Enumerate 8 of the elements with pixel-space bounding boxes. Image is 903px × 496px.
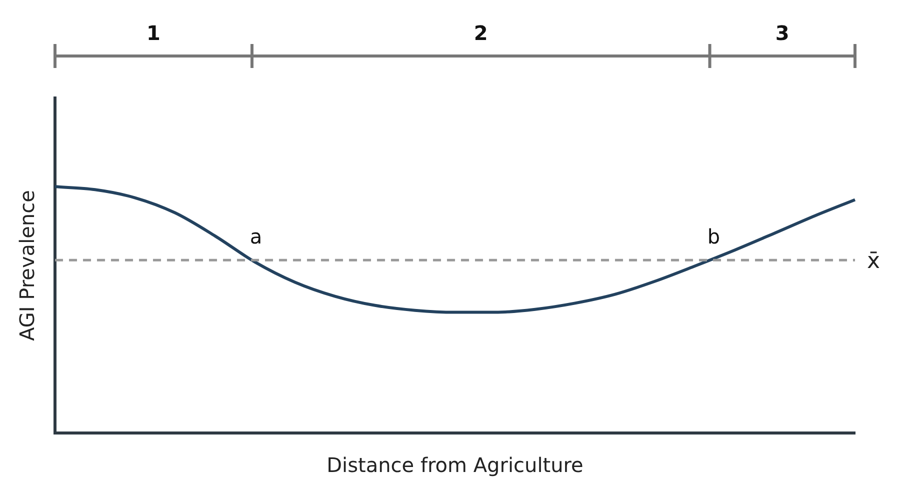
x-axis-title: Distance from Agriculture <box>326 453 584 478</box>
text: 3 <box>775 21 790 45</box>
annotation: a <box>250 224 262 248</box>
text: 1 <box>146 21 160 45</box>
text: 2 <box>474 21 488 45</box>
ref-line-label: x̄ <box>867 248 880 274</box>
y-axis-title: AGI Prevalence <box>15 190 40 341</box>
annotation: b <box>707 224 720 248</box>
